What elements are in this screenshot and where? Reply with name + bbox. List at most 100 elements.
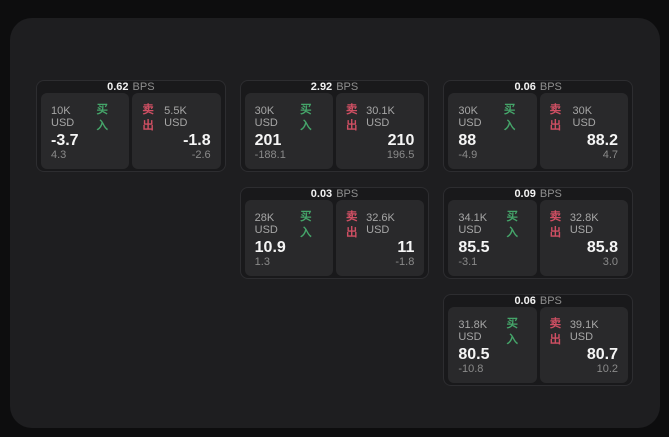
quote-card: 0.03 BPS 28K USD 买入 10.9 1.3 卖出 32.6K US…	[239, 187, 430, 279]
buy-tile[interactable]: 30K USD 买入 88 -4.9	[448, 93, 537, 169]
buy-amount-label: 31.8K USD	[458, 319, 488, 343]
buy-price-value: 80.5	[458, 346, 490, 363]
card-body: 34.1K USD 买入 85.5 -3.1 卖出 32.8K USD 85.8…	[444, 200, 632, 278]
sell-tile[interactable]: 卖出 30K USD 88.2 4.7	[539, 93, 629, 169]
bps-unit: BPS	[539, 188, 562, 200]
buy-tile[interactable]: 31.8K USD 买入 80.5 -10.8	[448, 307, 537, 383]
quote-card: 0.06 BPS 31.8K USD 买入 80.5 -10.8 卖出 39.1…	[443, 294, 633, 386]
sell-delta-value: -2.6	[191, 149, 211, 161]
bps-value: 0.06	[514, 81, 536, 93]
sell-price-value: 210	[387, 132, 415, 149]
bps-value: 0.06	[514, 295, 536, 307]
quote-card: 0.62 BPS 10K USD 买入 -3.7 4.3 卖出 5.5K USD	[36, 80, 226, 172]
bps-unit: BPS	[336, 81, 359, 93]
sell-amount-label: 5.5K USD	[164, 105, 188, 129]
sell-price-value: 80.7	[586, 346, 619, 363]
buy-amount-label: 10K USD	[51, 105, 75, 129]
buy-tag[interactable]: 买入	[506, 211, 519, 239]
buy-tile[interactable]: 30K USD 买入 201 -188.1	[244, 93, 333, 169]
sell-tag[interactable]: 卖出	[549, 318, 562, 346]
card-header: 0.06 BPS	[444, 295, 632, 307]
buy-tag[interactable]: 买入	[506, 318, 519, 346]
buy-tile-top: 10K USD 买入	[51, 101, 119, 133]
bps-unit: BPS	[539, 81, 562, 93]
buy-tag[interactable]: 买入	[300, 104, 312, 132]
buy-delta-value: 1.3	[254, 256, 270, 268]
sell-delta-value: 3.0	[602, 256, 619, 268]
sell-price-value: 85.8	[586, 239, 619, 256]
buy-tile[interactable]: 10K USD 买入 -3.7 4.3	[41, 93, 130, 169]
sell-tile-top: 卖出 30K USD	[550, 101, 618, 133]
sell-delta-value: 196.5	[386, 149, 415, 161]
sell-tag[interactable]: 卖出	[142, 104, 154, 132]
sell-tile[interactable]: 卖出 5.5K USD -1.8 -2.6	[132, 93, 221, 169]
bps-value: 2.92	[310, 81, 333, 93]
quote-card: 2.92 BPS 30K USD 买入 201 -188.1 卖出 30.1K …	[239, 80, 430, 172]
bps-unit: BPS	[132, 81, 155, 93]
sell-tag[interactable]: 卖出	[549, 211, 562, 239]
card-body: 30K USD 买入 88 -4.9 卖出 30K USD 88.2 4.7	[444, 93, 632, 171]
quote-card: 0.09 BPS 34.1K USD 买入 85.5 -3.1 卖出 32.8K…	[443, 187, 633, 279]
buy-tag[interactable]: 买入	[503, 104, 516, 132]
sell-delta-value: -1.8	[395, 256, 415, 268]
buy-delta-value: -4.9	[458, 149, 478, 161]
sell-amount-label: 39.1K USD	[569, 319, 599, 343]
sell-amount-label: 32.8K USD	[569, 212, 599, 236]
buy-amount-label: 30K USD	[458, 105, 482, 129]
buy-price-value: 201	[254, 132, 282, 149]
sell-amount-label: 30K USD	[572, 105, 596, 129]
buy-tile-top: 28K USD 买入	[255, 208, 323, 240]
buy-price-value: 88	[458, 132, 477, 149]
sell-amount-label: 32.6K USD	[366, 212, 395, 236]
sell-tile-top: 卖出 32.8K USD	[550, 208, 618, 240]
quote-card: 0.06 BPS 30K USD 买入 88 -4.9 卖出 30K USD	[443, 80, 633, 172]
bps-unit: BPS	[336, 188, 359, 200]
buy-tile[interactable]: 34.1K USD 买入 85.5 -3.1	[448, 200, 537, 276]
sell-tile-top: 卖出 32.6K USD	[346, 208, 414, 240]
buy-tile-top: 30K USD 买入	[255, 101, 323, 133]
sell-tile[interactable]: 卖出 32.8K USD 85.8 3.0	[539, 200, 629, 276]
bps-value: 0.03	[310, 188, 333, 200]
buy-price-value: -3.7	[51, 132, 79, 149]
buy-tile-top: 34.1K USD 买入	[458, 208, 526, 240]
sell-tile-top: 卖出 30.1K USD	[346, 101, 414, 133]
sell-amount-label: 30.1K USD	[366, 105, 395, 129]
buy-delta-value: 4.3	[51, 149, 67, 161]
buy-tile[interactable]: 28K USD 买入 10.9 1.3	[244, 200, 333, 276]
bps-value: 0.62	[107, 81, 129, 93]
sell-delta-value: 10.2	[596, 363, 619, 375]
buy-price-value: 85.5	[458, 239, 490, 256]
bps-value: 0.09	[514, 188, 536, 200]
sell-price-value: 88.2	[586, 132, 619, 149]
card-header: 0.09 BPS	[444, 188, 632, 200]
app-panel: 0.62 BPS 10K USD 买入 -3.7 4.3 卖出 5.5K USD	[10, 18, 660, 428]
buy-tag[interactable]: 买入	[96, 104, 109, 132]
card-body: 28K USD 买入 10.9 1.3 卖出 32.6K USD 11 -1.8	[241, 200, 429, 278]
sell-tile[interactable]: 卖出 30.1K USD 210 196.5	[336, 93, 425, 169]
card-body: 10K USD 买入 -3.7 4.3 卖出 5.5K USD -1.8 -2.…	[37, 93, 225, 171]
sell-price-value: -1.8	[183, 132, 211, 149]
sell-delta-value: 4.7	[602, 149, 619, 161]
buy-delta-value: -3.1	[458, 256, 478, 268]
sell-tile-top: 卖出 39.1K USD	[550, 315, 618, 347]
buy-amount-label: 30K USD	[254, 105, 278, 129]
sell-tile[interactable]: 卖出 32.6K USD 11 -1.8	[336, 200, 425, 276]
sell-price-value: 11	[397, 239, 415, 256]
buy-tile-top: 31.8K USD 买入	[458, 315, 526, 347]
sell-tile[interactable]: 卖出 39.1K USD 80.7 10.2	[539, 307, 629, 383]
buy-price-value: 10.9	[254, 239, 286, 256]
buy-delta-value: -188.1	[254, 149, 286, 161]
buy-tag[interactable]: 买入	[300, 211, 312, 239]
sell-tag[interactable]: 卖出	[549, 104, 562, 132]
sell-tag[interactable]: 卖出	[346, 104, 358, 132]
buy-amount-label: 28K USD	[254, 212, 278, 236]
buy-delta-value: -10.8	[458, 363, 484, 375]
buy-tile-top: 30K USD 买入	[458, 101, 526, 133]
card-header: 0.06 BPS	[444, 81, 632, 93]
card-header: 2.92 BPS	[241, 81, 429, 93]
sell-tag[interactable]: 卖出	[346, 211, 358, 239]
card-body: 31.8K USD 买入 80.5 -10.8 卖出 39.1K USD 80.…	[444, 307, 632, 385]
card-header: 0.03 BPS	[241, 188, 429, 200]
bps-unit: BPS	[539, 295, 562, 307]
sell-tile-top: 卖出 5.5K USD	[142, 101, 210, 133]
